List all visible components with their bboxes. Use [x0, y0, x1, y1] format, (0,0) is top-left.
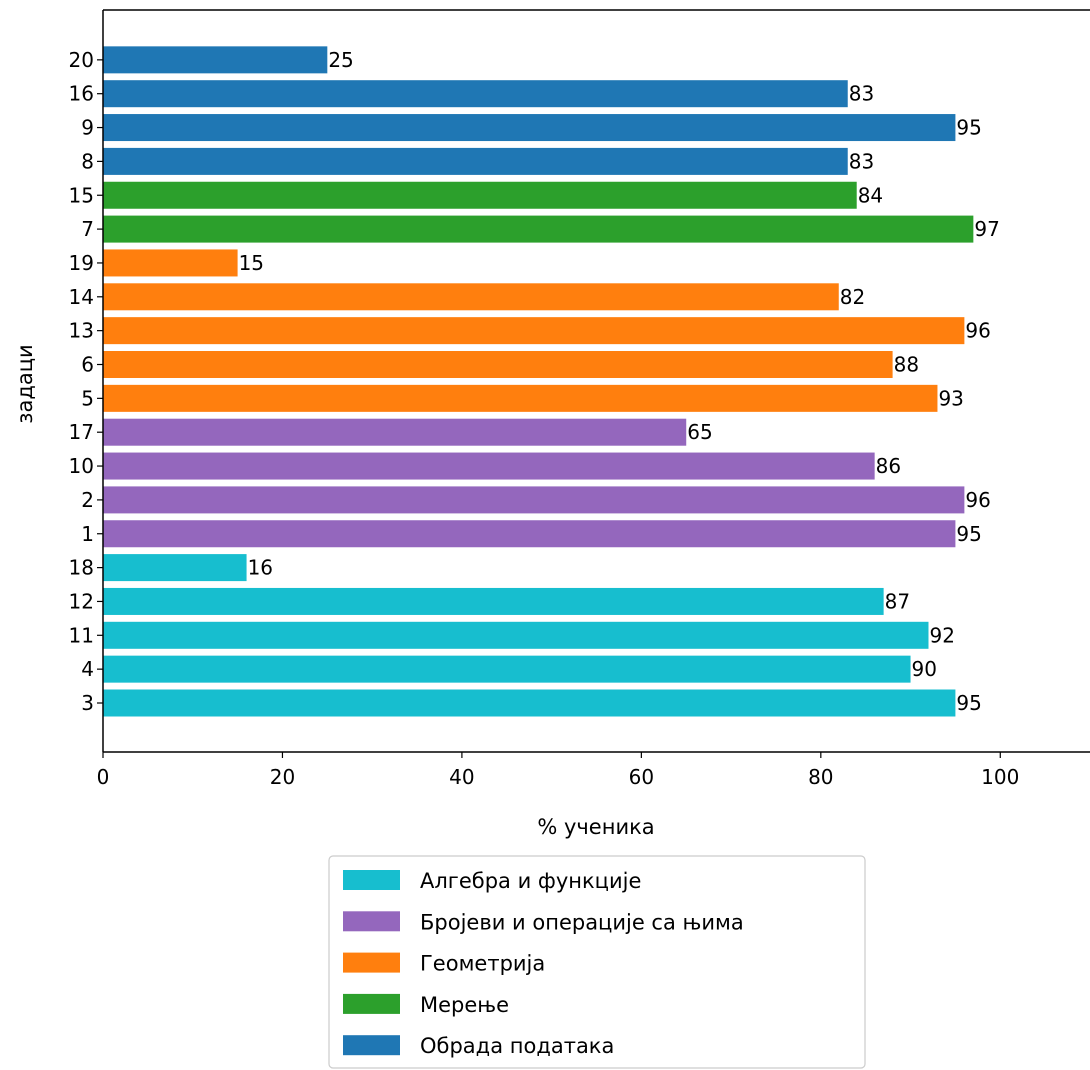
bar-value-label: 95	[956, 691, 981, 715]
bar-value-label: 87	[885, 589, 910, 613]
y-axis-label: задаци	[13, 344, 37, 423]
legend-swatch	[343, 1035, 400, 1056]
y-tick-label: 6	[81, 353, 94, 377]
legend-label: Мерење	[420, 993, 509, 1017]
y-tick-label: 4	[81, 657, 94, 681]
y-tick-label: 16	[69, 82, 94, 106]
x-tick-label: 100	[981, 765, 1019, 789]
bar	[103, 283, 839, 311]
bar	[103, 486, 965, 514]
bar-value-label: 96	[965, 488, 990, 512]
bar-value-label: 96	[965, 319, 990, 343]
bar	[103, 418, 687, 446]
bar-value-label: 93	[938, 386, 963, 410]
bar	[103, 80, 848, 108]
bar-value-label: 82	[840, 285, 865, 309]
y-tick-label: 1	[81, 522, 94, 546]
x-tick-label: 20	[270, 765, 295, 789]
bar-value-label: 84	[858, 183, 883, 207]
y-tick-label: 17	[69, 420, 94, 444]
y-tick-label: 11	[69, 623, 94, 647]
legend-swatch	[343, 911, 400, 932]
y-tick-label: 20	[69, 48, 94, 72]
y-tick-label: 12	[69, 589, 94, 613]
x-tick-label: 80	[808, 765, 833, 789]
value-labels-group: 95 90 92 87 16 95 96 86 65 93 88 96 82 15 97 84 83 95 83 25	[239, 48, 1000, 715]
bar	[103, 215, 974, 243]
bar-value-label: 97	[974, 217, 999, 241]
bar	[103, 317, 965, 345]
y-tick-label: 7	[81, 217, 94, 241]
bar	[103, 520, 956, 548]
bar-value-label: 15	[239, 251, 264, 275]
legend-swatch	[343, 952, 400, 973]
y-tick-label: 14	[69, 285, 94, 309]
bar	[103, 114, 956, 142]
y-tick-label: 2	[81, 488, 94, 512]
bar	[103, 384, 938, 412]
bar-value-label: 95	[956, 522, 981, 546]
bar	[103, 689, 956, 717]
legend-swatch	[343, 870, 400, 890]
x-tick-label: 40	[449, 765, 474, 789]
bar-value-label: 83	[849, 149, 874, 173]
bar	[103, 249, 238, 277]
bar	[103, 655, 911, 683]
legend-box	[328, 855, 866, 1069]
bar	[103, 46, 328, 74]
x-axis: 0 20 40 60 80 100	[97, 752, 1019, 789]
bar	[103, 554, 247, 582]
bar-value-label: 88	[894, 353, 919, 377]
x-tick-label: 60	[629, 765, 654, 789]
bar-value-label: 16	[248, 556, 273, 580]
y-tick-label: 19	[69, 251, 94, 275]
bar-value-label: 92	[929, 623, 954, 647]
x-axis-label: % ученика	[537, 815, 654, 839]
legend-label: Обрада података	[420, 1034, 614, 1058]
y-tick-label: 13	[69, 319, 94, 343]
bar-value-label: 86	[876, 454, 901, 478]
legend-label: Бројеви и операције са њима	[420, 910, 744, 934]
y-tick-label: 18	[69, 556, 94, 580]
y-tick-label: 9	[81, 116, 94, 140]
x-tick-label: 0	[97, 765, 110, 789]
legend-swatch	[343, 993, 400, 1014]
bar-value-label: 90	[912, 657, 937, 681]
bars-group	[103, 46, 974, 717]
bar	[103, 452, 875, 480]
bar-value-label: 83	[849, 82, 874, 106]
bar	[103, 587, 884, 615]
bar	[103, 147, 848, 175]
y-tick-label: 15	[69, 183, 94, 207]
bar-value-label: 65	[687, 420, 712, 444]
legend: Алгебра и функције Бројеви и операције са…	[328, 855, 866, 1069]
y-tick-label: 3	[81, 691, 94, 715]
y-tick-label: 8	[81, 149, 94, 173]
bar	[103, 351, 893, 378]
y-tick-label: 10	[69, 454, 94, 478]
legend-label: Алгебра и функције	[420, 869, 641, 893]
bar-value-label: 25	[328, 48, 353, 72]
legend-label: Геометрија	[420, 952, 545, 976]
y-tick-label: 5	[81, 386, 94, 410]
bar-value-label: 95	[956, 116, 981, 140]
bar	[103, 181, 857, 209]
bar	[103, 621, 929, 649]
